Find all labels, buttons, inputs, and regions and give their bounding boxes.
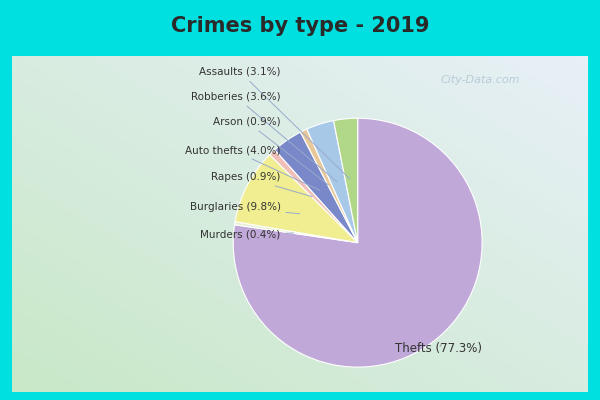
Wedge shape xyxy=(233,118,482,367)
Text: Murders (0.4%): Murders (0.4%) xyxy=(200,230,293,240)
Text: Auto thefts (4.0%): Auto thefts (4.0%) xyxy=(185,145,320,190)
Text: Crimes by type - 2019: Crimes by type - 2019 xyxy=(171,16,429,36)
Text: Assaults (3.1%): Assaults (3.1%) xyxy=(199,67,350,179)
Text: Robberies (3.6%): Robberies (3.6%) xyxy=(191,92,337,182)
Wedge shape xyxy=(269,150,358,243)
Text: Thefts (77.3%): Thefts (77.3%) xyxy=(395,342,482,355)
Text: Rapes (0.9%): Rapes (0.9%) xyxy=(211,172,312,197)
Wedge shape xyxy=(235,155,358,243)
Text: Arson (0.9%): Arson (0.9%) xyxy=(213,116,328,185)
Wedge shape xyxy=(301,129,358,243)
Wedge shape xyxy=(275,132,358,243)
Wedge shape xyxy=(307,120,358,243)
Wedge shape xyxy=(334,118,358,243)
Wedge shape xyxy=(235,222,358,243)
Text: City-Data.com: City-Data.com xyxy=(440,75,520,85)
Text: Burglaries (9.8%): Burglaries (9.8%) xyxy=(190,202,299,214)
